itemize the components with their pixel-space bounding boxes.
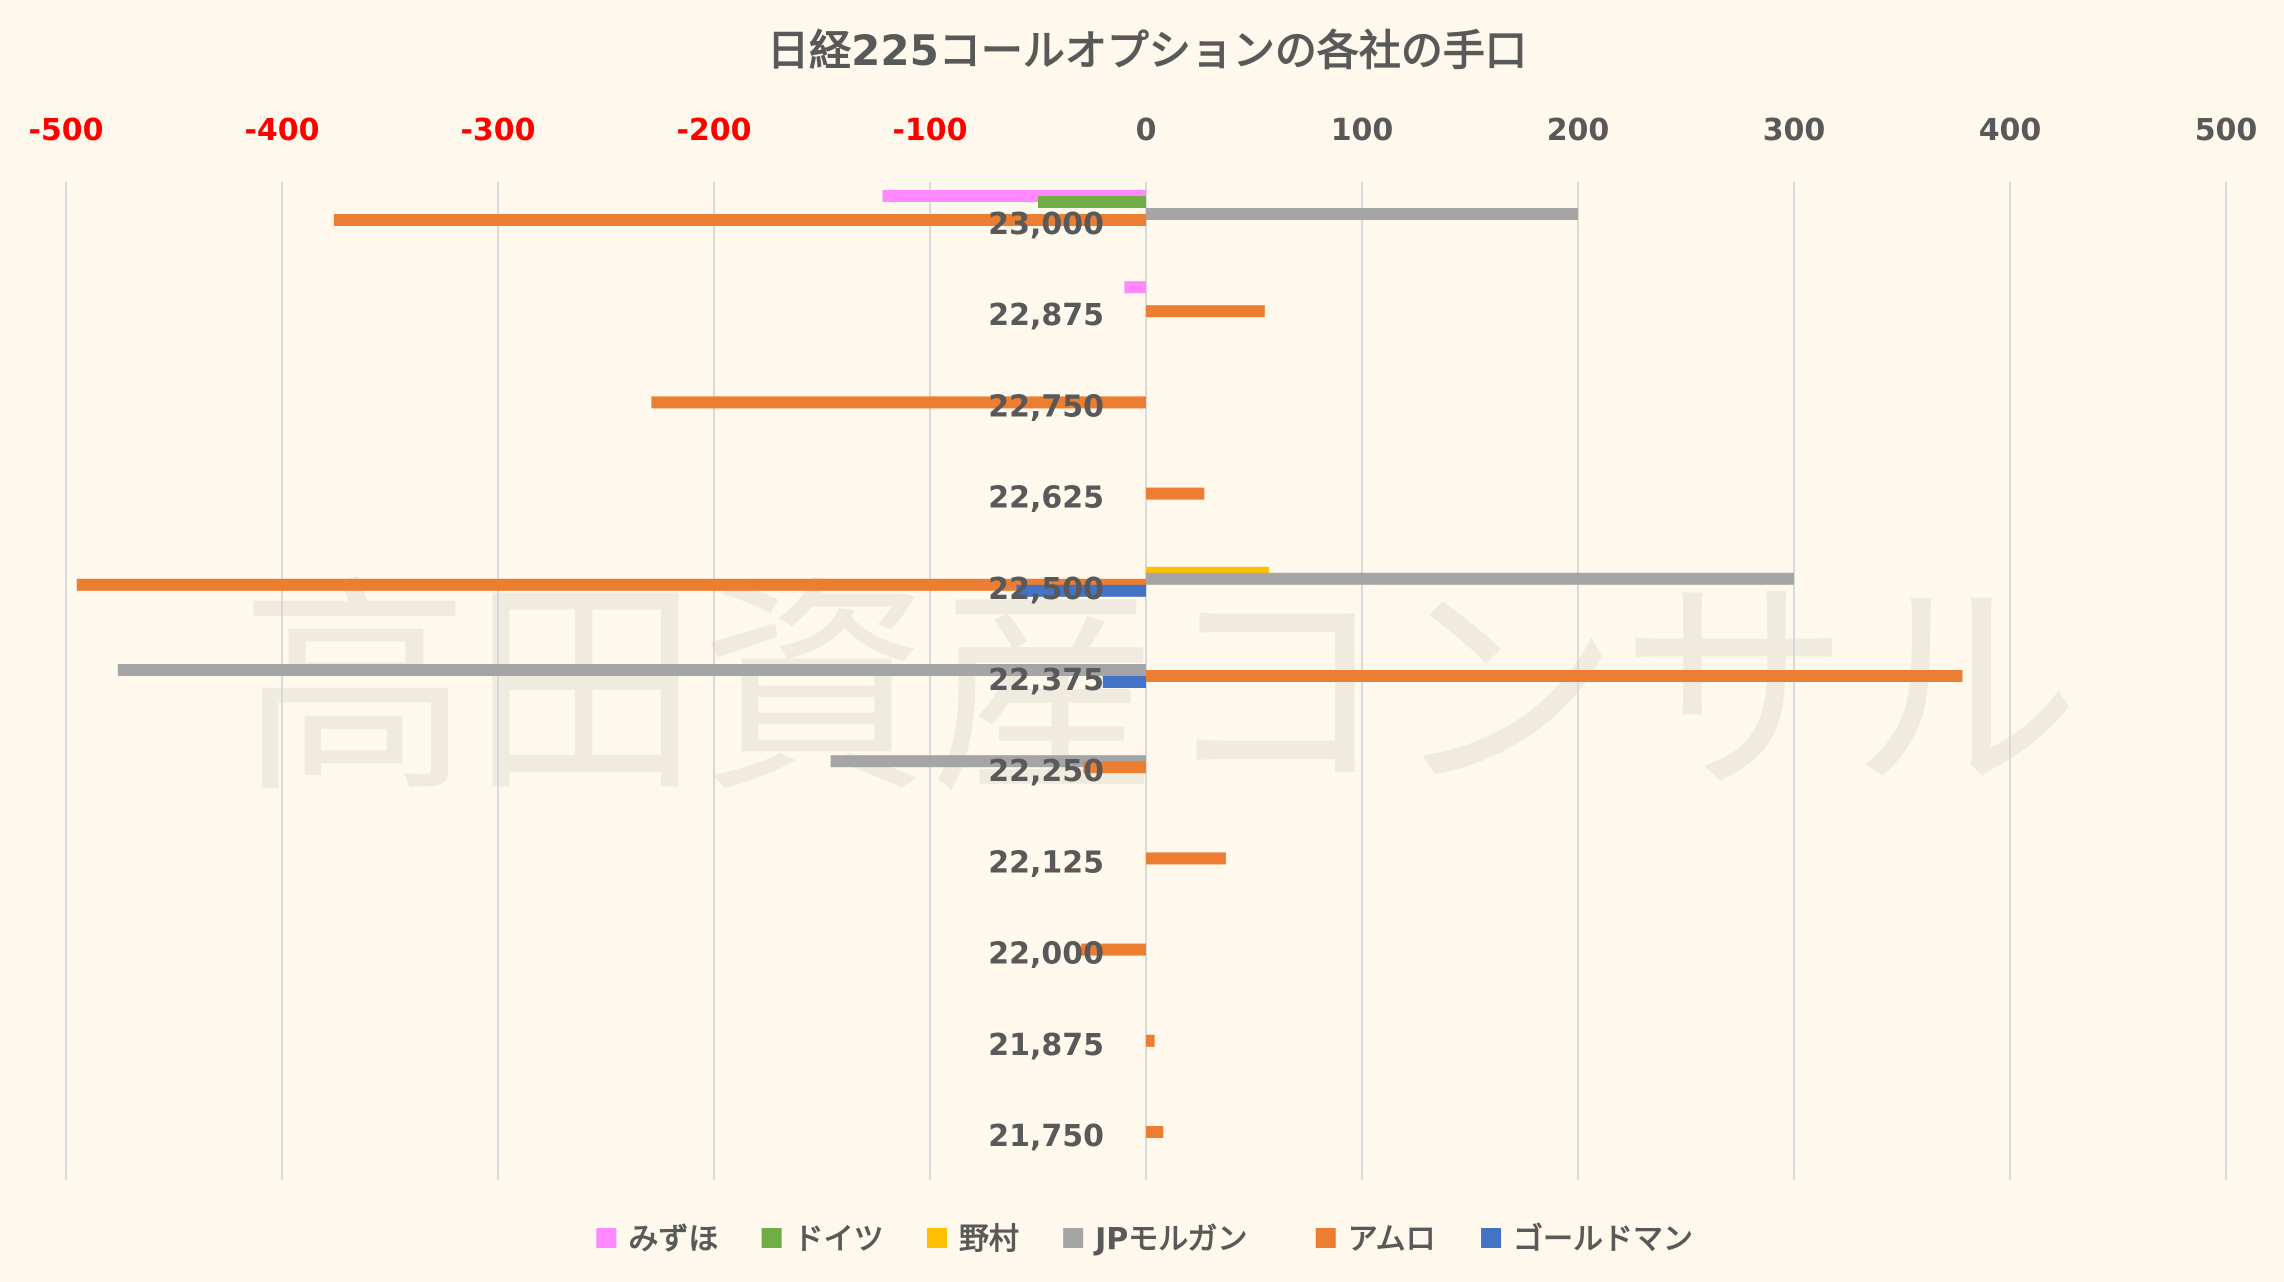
legend-swatch-4 [1315,1228,1336,1248]
x-tick-label: -100 [892,113,967,148]
category-label: 22,750 [988,389,1104,424]
legend-swatch-1 [761,1228,782,1248]
bar-1-4 [1146,305,1265,318]
category-label: 21,875 [988,1028,1104,1063]
x-tick-label: 400 [1979,113,2042,148]
category-label: 22,875 [988,298,1104,333]
category-label: 22,500 [988,572,1104,607]
category-label: 23,000 [988,207,1104,242]
legend-label: みずほ [628,1222,718,1257]
chart-title: 日経225コールオプションの各社の手口 [767,26,1527,75]
x-tick-label: -500 [28,113,103,148]
category-label: 22,250 [988,754,1104,789]
x-tick-label: 500 [2195,113,2258,148]
bar-4-4 [76,578,1146,591]
category-label: 22,375 [988,663,1104,698]
legend-swatch-2 [926,1228,947,1248]
legend-label: アムロ [1348,1222,1436,1257]
category-label: 22,625 [988,481,1104,516]
bar-10-4 [1146,1126,1164,1138]
bar-2-4 [651,396,1146,409]
category-labels: 23,000 22,875 22,750 22,625 22,500 22,375 22,2… [988,207,1104,1154]
bar-4-3 [1146,572,1794,585]
legend-swatch-3 [1063,1228,1084,1248]
bar-0-1 [1038,196,1146,208]
category-label: 22,000 [988,937,1104,972]
x-tick-label: -200 [676,113,751,148]
x-tick-label: -400 [244,113,319,148]
bar-3-4 [1146,487,1205,500]
bar-8-4 [1081,943,1146,956]
watermark-text: 高田資産コンサル [240,558,2080,825]
legend-label: 野村 [959,1222,1019,1257]
bar-0-3 [1146,208,1578,220]
legend-swatch-0 [596,1228,617,1248]
x-tick-label: 200 [1547,113,1610,148]
bar-6-4 [1083,761,1146,774]
category-label: 22,125 [988,845,1104,880]
bar-5-5 [1102,676,1146,688]
x-axis-tick-labels: -500 -400 -300 -200 -100 0 100 200 300 400 500 [28,113,2257,148]
bars [76,190,1963,1138]
legend: みずほ ドイツ 野村 JPモルガン アムロ ゴールドマン [596,1222,1693,1257]
bar-5-4 [1146,670,1963,682]
x-tick-label: 100 [1331,113,1394,148]
legend-label: ドイツ [794,1222,884,1257]
legend-label: ゴールドマン [1513,1222,1693,1257]
legend-swatch-5 [1481,1228,1502,1248]
bar-1-0 [1124,281,1146,294]
x-tick-label: -300 [460,113,535,148]
bar-5-3 [117,664,1147,676]
x-tick-label: 300 [1763,113,1826,148]
bar-7-4 [1146,852,1226,865]
bar-0-4 [333,214,1147,226]
legend-label: JPモルガン [1093,1222,1247,1257]
x-tick-label: 0 [1136,113,1157,148]
bar-9-4 [1146,1034,1155,1047]
category-label: 21,750 [988,1119,1104,1154]
bar-6-3 [830,755,1146,768]
bar-4-5 [1016,584,1146,597]
